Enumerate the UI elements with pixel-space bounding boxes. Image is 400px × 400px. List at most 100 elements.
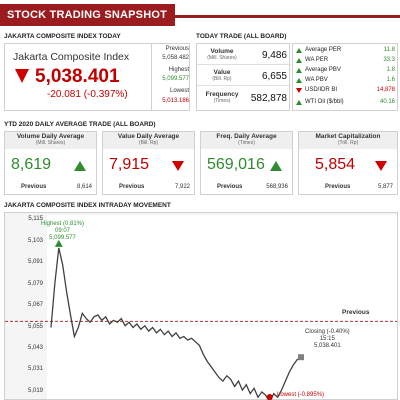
y-tick-label: 5,019 xyxy=(27,387,43,394)
trade-row-volume: Volume (Mill. Shares) 9,486 xyxy=(197,45,291,65)
up-arrow-icon xyxy=(296,58,302,63)
ytd-card-title: Volume Daily Average xyxy=(16,133,85,140)
y-tick-label: 5,031 xyxy=(27,366,43,373)
down-arrow-icon xyxy=(172,161,184,171)
stat-lowest-value: 5,013.186 xyxy=(162,98,189,104)
indicator-row: WA PBV 1.6 xyxy=(293,77,399,86)
header-rule xyxy=(175,15,400,18)
trade-label: Volume xyxy=(210,48,234,55)
stat-previous-label: Previous xyxy=(165,46,189,52)
ytd-card-frequency: Freq. Daily Average (Times) 569,016 Previ… xyxy=(200,131,293,195)
y-tick-label: 5,115 xyxy=(28,216,43,223)
indicator-row: WA PER 33.3 xyxy=(293,57,399,66)
trade-label: Frequency xyxy=(205,91,239,98)
closing-annotation: Closing (-0.40%) 15:15 5,038.401 xyxy=(305,329,350,350)
up-arrow-icon xyxy=(270,161,282,171)
closing-label: Closing (-0.40%) xyxy=(305,329,350,335)
today-trade-section-label: TODAY TRADE (ALL BOARD) xyxy=(196,33,287,40)
index-change: -20.081 (-0.397%) xyxy=(47,89,128,100)
highest-value: 5,099.577 xyxy=(49,235,76,241)
ytd-card-volume: Volume Daily Average (Mill. Shares) 8,619… xyxy=(4,131,97,195)
indicator-name: Average PBV xyxy=(305,67,341,73)
index-name: Jakarta Composite Index xyxy=(13,51,130,63)
y-tick-label: 5,055 xyxy=(27,323,43,330)
ytd-card-value-avg: Value Daily Average (Bill. Rp) 7,915 Prev… xyxy=(102,131,195,195)
down-arrow-icon xyxy=(296,88,302,93)
ytd-prev-value: 5,877 xyxy=(377,184,393,190)
trade-value: 9,486 xyxy=(261,50,287,61)
intraday-chart-svg xyxy=(5,215,397,400)
indicator-name: Average PER xyxy=(305,47,342,53)
ytd-prev-label: Previous xyxy=(325,184,351,190)
index-stats: Previous 5,058.482 Highest 5,099.577 Low… xyxy=(151,44,191,110)
closing-marker xyxy=(298,354,304,361)
y-tick-label: 5,091 xyxy=(27,259,43,266)
indicators-panel: Average PER 11.8 WA PER 33.3 Average PBV 1.… xyxy=(292,43,398,111)
indicator-name: WA PER xyxy=(305,57,329,63)
ytd-card-title: Market Capitalization xyxy=(315,133,381,140)
stat-lowest-label: Lowest xyxy=(169,88,189,94)
trade-unit: (Bill. Rp) xyxy=(212,76,232,82)
trade-row-value: Value (Bill. Rp) 6,655 xyxy=(197,66,291,86)
trade-unit: (Times) xyxy=(213,98,231,104)
down-arrow-icon xyxy=(375,161,387,171)
ytd-card-market-cap: Market Capitalization (Trill. Rp) 5,854 P… xyxy=(298,131,398,195)
ytd-card-unit: (Trill. Rp) xyxy=(337,140,359,146)
trade-value: 6,655 xyxy=(261,71,287,82)
header-bar: STOCK TRADING SNAPSHOT xyxy=(0,0,400,30)
stat-highest-label: Highest xyxy=(168,67,189,73)
ytd-prev-value: 568,936 xyxy=(266,184,288,190)
jci-panel: Jakarta Composite Index 5,038.401 -20.08… xyxy=(4,43,190,111)
indicator-name: WA PBV xyxy=(305,77,328,83)
up-arrow-icon xyxy=(296,100,302,105)
ytd-prev-label: Previous xyxy=(21,184,47,190)
highest-label: Highest (0.81%) xyxy=(41,221,85,227)
jci-section-label: JAKARTA COMPOSITE INDEX TODAY xyxy=(4,33,121,40)
previous-line-label: Previous xyxy=(342,309,370,316)
ytd-card-unit: (Mill. Shares) xyxy=(35,140,66,146)
index-value: 5,038.401 xyxy=(35,66,120,87)
ytd-card-unit: (Bill. Rp) xyxy=(138,140,159,146)
closing-value: 5,038.401 xyxy=(313,343,341,349)
y-tick-label: 5,079 xyxy=(27,280,43,287)
intraday-chart: 5,115 5,103 5,091 5,079 5,067 5,055 5,043 5,031… xyxy=(4,212,398,400)
indicator-value: 14,878 xyxy=(376,87,395,93)
ytd-card-unit: (Times) xyxy=(238,140,255,146)
closing-time: 15:15 xyxy=(319,336,335,342)
indicator-value: 40.16 xyxy=(379,99,395,105)
up-arrow-icon xyxy=(296,78,302,83)
intraday-section-label: JAKARTA COMPOSITE INDEX INTRADAY MOVEMEN… xyxy=(4,202,171,209)
ytd-prev-value: 7,922 xyxy=(174,184,190,190)
indicator-value: 11.8 xyxy=(383,47,395,53)
ytd-card-value: 5,854 xyxy=(315,156,356,173)
y-tick-label: 5,067 xyxy=(27,302,43,309)
indicator-row: Average PBV 1.8 xyxy=(293,67,399,76)
trade-unit: (Mill. Shares) xyxy=(207,55,237,61)
stat-previous-value: 5,058.482 xyxy=(162,55,189,61)
ytd-prev-label: Previous xyxy=(119,184,145,190)
indicator-value: 1.8 xyxy=(386,67,395,73)
indicator-value: 33.3 xyxy=(383,57,395,63)
ytd-section-label: YTD 2020 DAILY AVERAGE TRADE (ALL BOARD) xyxy=(4,121,156,128)
lowest-annotation: Lowest (-0.895%) xyxy=(277,392,324,399)
today-trade-panel: Volume (Mill. Shares) 9,486 Value (Bill. R… xyxy=(196,43,291,111)
ytd-card-title: Freq. Daily Average xyxy=(216,133,277,140)
trade-row-frequency: Frequency (Times) 582,878 xyxy=(197,87,291,107)
trade-value: 582,878 xyxy=(250,93,287,104)
page-title: STOCK TRADING SNAPSHOT xyxy=(0,4,175,26)
up-arrow-icon xyxy=(296,48,302,53)
intraday-series-line xyxy=(50,247,302,400)
ytd-card-value: 7,915 xyxy=(109,156,150,173)
ytd-card-value: 8,619 xyxy=(11,156,52,173)
indicator-row: Average PER 11.8 xyxy=(293,47,399,56)
highest-time: 09:07 xyxy=(55,228,71,234)
stat-highest-value: 5,099.577 xyxy=(162,76,189,82)
y-tick-label: 5,103 xyxy=(27,237,43,244)
y-tick-label: 5,043 xyxy=(27,344,43,351)
indicator-row: WTI Oil ($/bbl) 40.16 xyxy=(293,99,399,108)
lowest-marker xyxy=(266,394,273,400)
indicator-name: WTI Oil ($/bbl) xyxy=(305,99,344,105)
ytd-card-value: 569,016 xyxy=(207,156,265,173)
lowest-label: Lowest (-0.895%) xyxy=(277,392,325,398)
up-arrow-icon xyxy=(74,161,86,171)
